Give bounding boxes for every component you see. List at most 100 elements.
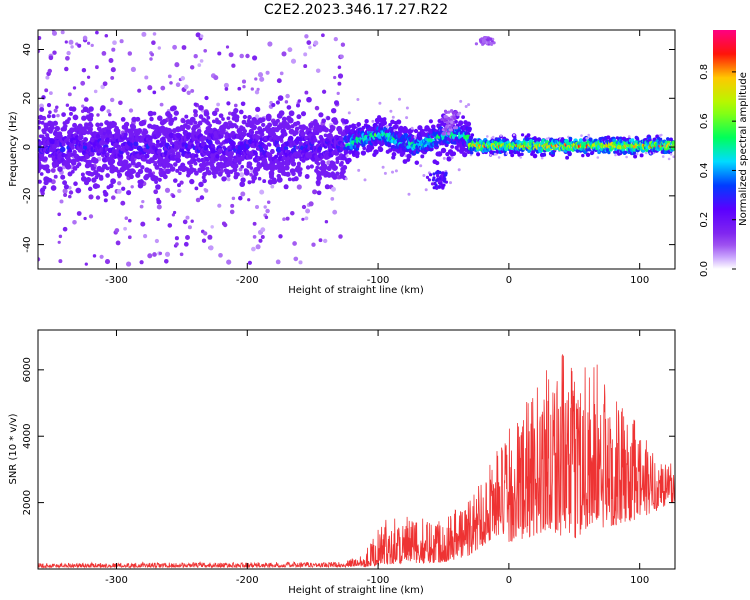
spectrogram-cell xyxy=(270,126,277,133)
spectrogram-cell xyxy=(316,190,322,196)
spectrogram-cell xyxy=(169,81,173,85)
spectrogram-cell xyxy=(84,262,88,266)
spectrogram-cell xyxy=(111,47,116,52)
spectrogram-cell xyxy=(294,126,300,132)
spectrogram-cell xyxy=(266,200,271,204)
spectrogram-cell xyxy=(435,171,439,175)
spectrogram-cell xyxy=(336,91,340,96)
spectrogram-cell xyxy=(319,136,325,142)
colorbar-tick-label: 0.6 xyxy=(699,113,710,129)
spectrogram-cell xyxy=(50,168,56,173)
spectrogram-cell xyxy=(260,227,266,233)
spectrogram-cell xyxy=(101,51,107,56)
spectrogram-cell xyxy=(449,181,452,185)
spectrogram-cell xyxy=(86,159,92,165)
spectrogram-cell xyxy=(194,186,199,191)
spectrogram-cell xyxy=(47,177,53,183)
spectrogram-cell xyxy=(230,203,235,208)
spectrogram-cell xyxy=(314,105,320,111)
spectrogram-cell xyxy=(337,73,344,79)
spectrogram-cell xyxy=(38,125,41,130)
spectrogram-cell xyxy=(130,160,136,166)
spectrogram-cell xyxy=(274,154,279,159)
spectrogram-cell xyxy=(157,46,162,50)
spectrogram-cell xyxy=(44,164,50,169)
spectrogram-cell xyxy=(126,261,132,267)
spectrogram-cell xyxy=(168,117,175,124)
spectrogram-cell xyxy=(333,165,338,171)
spectrogram-cell xyxy=(237,160,242,165)
spectrogram-cell xyxy=(252,55,258,61)
spectrogram-cell xyxy=(58,259,63,264)
spectrogram-cell xyxy=(105,152,110,157)
spectrogram-cell xyxy=(226,259,232,265)
spectrogram-cell xyxy=(72,114,79,121)
spectrogram-cell xyxy=(441,132,445,136)
spectrogram-cell xyxy=(167,128,173,134)
spectrogram-cell xyxy=(364,118,369,124)
spectrogram-cell xyxy=(391,151,397,157)
spectrogram-cell xyxy=(218,113,224,119)
spectrogram-cell xyxy=(215,154,220,159)
spectrogram-cell xyxy=(323,238,328,244)
spectrogram-cell xyxy=(161,136,166,141)
spectrogram-cell xyxy=(436,174,440,178)
spectrogram-cell xyxy=(229,209,235,215)
spectrogram-cell xyxy=(337,127,343,133)
spectrogram-cell xyxy=(394,169,398,173)
spectrogram-cell xyxy=(124,216,129,220)
spectrogram-cell xyxy=(234,125,239,129)
snr-xtick-label: 100 xyxy=(630,575,649,586)
spectrogram-cell xyxy=(111,122,117,128)
spectrogram-cell xyxy=(159,102,164,107)
spectrogram-cell xyxy=(57,240,61,244)
spectrogram-cell xyxy=(147,253,153,259)
spectrogram-cell xyxy=(253,151,258,156)
spectrogram-cell xyxy=(99,122,104,127)
spectrogram-cell xyxy=(476,152,481,157)
spectrogram-cell xyxy=(46,114,52,119)
spectrogram-cell xyxy=(71,106,77,112)
spectrogram-cell xyxy=(52,50,57,55)
spectrogram-cell xyxy=(211,110,218,117)
spectrogram-cell xyxy=(109,158,116,165)
spectrogram-cell xyxy=(189,178,195,185)
spectrogram-cell xyxy=(233,163,239,169)
spectrogram-cell xyxy=(167,113,173,119)
spectrogram-cell xyxy=(185,235,190,240)
spectrogram-cell xyxy=(345,154,349,158)
spectrogram-cell xyxy=(261,122,266,128)
spectrogram-cell xyxy=(111,195,116,200)
spectrogram-cell xyxy=(263,146,269,151)
spectrogram-cell xyxy=(164,251,171,257)
spectrogram-cell xyxy=(130,66,136,72)
spectrogram-cell xyxy=(321,33,325,38)
spectrogram-cell xyxy=(381,165,385,169)
spectrogram-cell xyxy=(394,124,399,129)
spectrogram-cell xyxy=(389,109,393,113)
spectrogram-cell xyxy=(246,161,253,167)
spectrogram-cell xyxy=(54,125,60,132)
spectrogram-cell xyxy=(88,194,94,200)
spectrogram-cell xyxy=(532,153,538,159)
spectrogram-cell xyxy=(343,118,349,125)
spectrogram-cell xyxy=(466,126,472,132)
spectrogram-cell xyxy=(669,137,673,142)
spectrogram-cell xyxy=(72,86,77,90)
spectrogram-cell xyxy=(157,148,162,153)
spectrogram-cell xyxy=(486,38,490,42)
spectrogram-cell xyxy=(429,147,434,152)
spectrogram-cell xyxy=(315,165,320,170)
spectrogram-cell xyxy=(196,158,202,163)
spectrogram-cell xyxy=(198,104,204,111)
spectrogram-cell xyxy=(324,184,330,190)
spectrogram-cell xyxy=(86,75,91,79)
spectrogram-cell xyxy=(304,216,309,221)
spectrogram-cell xyxy=(275,118,280,123)
spectrogram-cell xyxy=(290,210,295,216)
spectrogram-cell xyxy=(206,170,212,176)
spectrogram-cell xyxy=(356,122,362,127)
spectrogram-cell xyxy=(177,154,181,159)
spectrogram-cell xyxy=(153,175,159,181)
snr-xtick-label: 0 xyxy=(506,575,512,586)
